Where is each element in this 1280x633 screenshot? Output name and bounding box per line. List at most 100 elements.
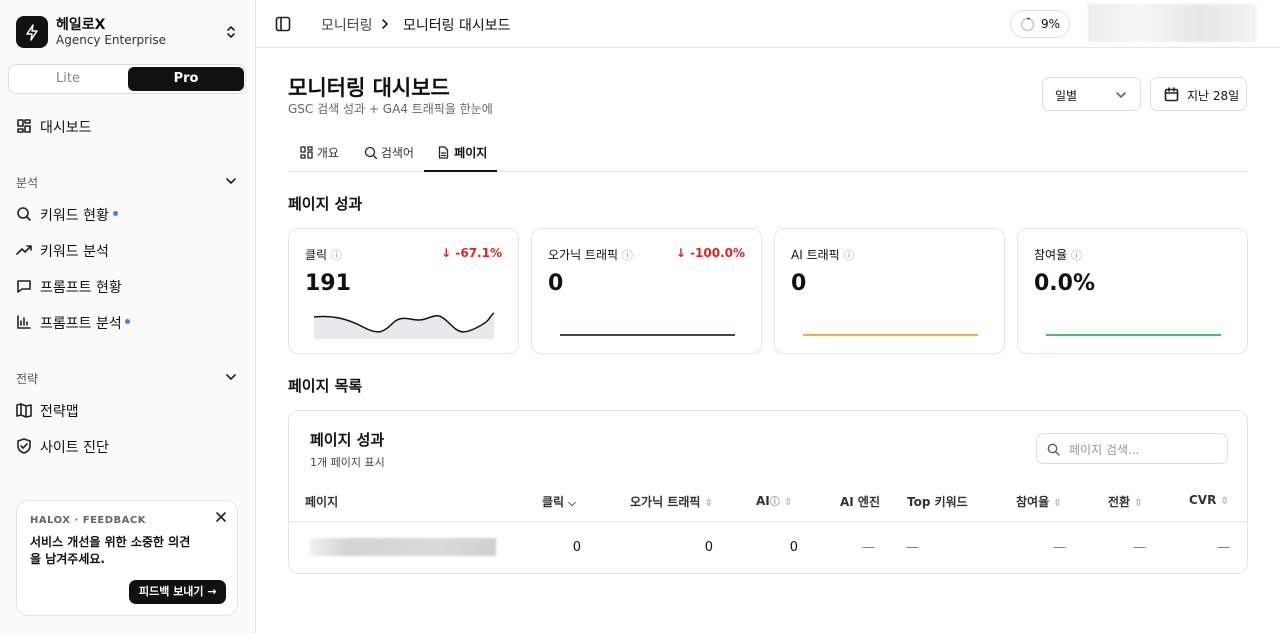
cell: — <box>862 540 875 555</box>
column-header[interactable]: 전환 ⇳ <box>1108 495 1143 509</box>
metric-label: 오가닉 트래픽 ⓘ <box>548 248 633 262</box>
nav-icon <box>17 438 31 454</box>
cell: — <box>1217 540 1230 555</box>
section-collapse[interactable] <box>224 372 238 382</box>
user-blurred[interactable] <box>1088 4 1256 42</box>
table-title: 페이지 성과 <box>310 431 385 449</box>
column-header[interactable]: 참여율 ⇳ <box>1016 495 1062 509</box>
topbar: 모니터링 모니터링 대시보드 9% <box>257 0 1280 48</box>
tab-indicator <box>424 170 497 172</box>
feedback-close[interactable] <box>215 511 227 523</box>
select-value: 일별 <box>1055 89 1078 103</box>
column-header[interactable]: 오가닉 트래픽 ⇳ <box>630 495 713 509</box>
header-text: CVR <box>1189 493 1217 507</box>
breadcrumb-current: 모니터링 대시보드 <box>403 18 511 34</box>
cell: — <box>1133 540 1146 555</box>
nav-icon <box>16 245 32 255</box>
header-text: AI <box>756 494 770 508</box>
select-chevron <box>1116 92 1126 98</box>
nav-item[interactable]: 대시보드 <box>40 120 92 136</box>
search-input[interactable]: 페이지 검색... <box>1036 433 1228 464</box>
feedback-button[interactable]: 피드백 보내기 → <box>129 580 226 604</box>
change-text: -67.1% <box>455 246 502 260</box>
label-text: 오가닉 트래픽 <box>548 248 619 262</box>
nav-item[interactable]: 프롬프트 분석 <box>40 316 122 332</box>
breadcrumb-separator <box>382 19 388 29</box>
section-collapse[interactable] <box>224 176 238 186</box>
brand-logo <box>16 16 48 48</box>
metric-value: 0.0% <box>1034 271 1096 296</box>
feedback-label: HALOX · FEEDBACK <box>30 515 146 526</box>
column-header[interactable]: 클릭 ⌵ <box>542 495 576 509</box>
section-heading: 페이지 목록 <box>288 377 363 395</box>
feedback-card: HALOX · FEEDBACK 서비스 개선을 위한 소중한 의견을 남겨주세… <box>16 500 238 616</box>
header-text: 참여율 <box>1016 495 1050 509</box>
nav-item[interactable]: 전략맵 <box>40 404 79 420</box>
search-icon <box>1047 443 1060 456</box>
sparkline <box>560 334 735 336</box>
sidebar: 헤일로X Agency Enterprise Lite Pro 대시보드 분석 … <box>0 0 256 633</box>
metric-card: AI 트래픽 ⓘ 0 <box>774 228 1005 354</box>
label-text: 클릭 <box>305 248 328 262</box>
nav-icon <box>17 119 31 133</box>
cell: 0 <box>704 540 713 555</box>
sparkline <box>1046 334 1221 336</box>
header-text: 오가닉 트래픽 <box>630 495 701 509</box>
calendar-icon <box>1164 87 1179 102</box>
period-select[interactable]: 일별 <box>1042 77 1141 111</box>
date-range-text: 지난 28일 <box>1187 89 1240 103</box>
tab-icon <box>438 146 449 159</box>
nav-icon <box>17 280 31 293</box>
metric-value: 0 <box>548 271 564 296</box>
toggle-lite[interactable]: Lite <box>56 71 80 86</box>
tab[interactable]: 검색어 <box>364 144 414 161</box>
sidebar-toggle[interactable] <box>275 16 291 32</box>
table-header-divider <box>289 521 1247 522</box>
column-header[interactable]: CVR ⇳ <box>1189 493 1229 507</box>
metric-card: 참여율 ⓘ 0.0% <box>1017 228 1248 354</box>
metric-card: 오가닉 트래픽 ⓘ ↓ -100.0% 0 <box>531 228 762 354</box>
metric-value: 0 <box>791 271 807 296</box>
metric-change: ↓ -67.1% <box>441 246 502 260</box>
label-text: AI 트래픽 <box>791 248 840 262</box>
metric-label: 참여율 ⓘ <box>1034 248 1082 262</box>
nav-item[interactable]: 사이트 진단 <box>40 440 109 456</box>
sparkline <box>313 312 495 339</box>
tab[interactable]: 개요 <box>300 144 339 161</box>
column-header[interactable]: AIⓘ ⇳ <box>756 494 793 508</box>
new-badge <box>125 319 130 324</box>
nav-item[interactable]: 키워드 현황 <box>40 208 109 224</box>
progress-pill[interactable]: 9% <box>1010 10 1070 38</box>
progress-text: 9% <box>1041 17 1061 31</box>
cell: — <box>906 540 919 555</box>
workspace-switch[interactable] <box>224 24 238 40</box>
tab-active[interactable]: 페이지 <box>437 144 487 161</box>
brand-name: 헤일로X <box>56 17 106 33</box>
breadcrumb-item[interactable]: 모니터링 <box>321 18 373 34</box>
page-title: 모니터링 대시보드 <box>288 76 450 100</box>
feedback-text: 서비스 개선을 위한 소중한 의견을 남겨주세요. <box>30 535 191 566</box>
tab-label: 검색어 <box>380 146 414 160</box>
button-label: 피드백 보내기 <box>139 585 204 598</box>
metric-value: 191 <box>305 271 351 296</box>
date-range-button[interactable]: 지난 28일 <box>1150 77 1247 111</box>
nav-item[interactable]: 프롬프트 현황 <box>40 280 122 296</box>
tab-icon <box>300 146 313 159</box>
nav-icon <box>17 207 31 221</box>
plan-toggle: Lite Pro <box>8 64 246 94</box>
cell: 0 <box>572 540 581 555</box>
column-header: Top 키워드 <box>907 495 968 509</box>
section-title: 분석 <box>16 176 39 190</box>
page-url-blurred[interactable] <box>310 538 496 556</box>
nav-item[interactable]: 키워드 분석 <box>40 244 109 260</box>
tab-label: 개요 <box>316 146 339 160</box>
column-header: AI 엔진 <box>840 495 881 509</box>
toggle-pro[interactable]: Pro <box>128 67 244 91</box>
section-title: 전략 <box>16 372 39 386</box>
header-text: 클릭 <box>542 495 565 509</box>
new-badge <box>113 211 118 216</box>
header-text: 전환 <box>1108 495 1131 509</box>
cell: — <box>1053 540 1066 555</box>
metric-label: 클릭 ⓘ <box>305 248 342 262</box>
